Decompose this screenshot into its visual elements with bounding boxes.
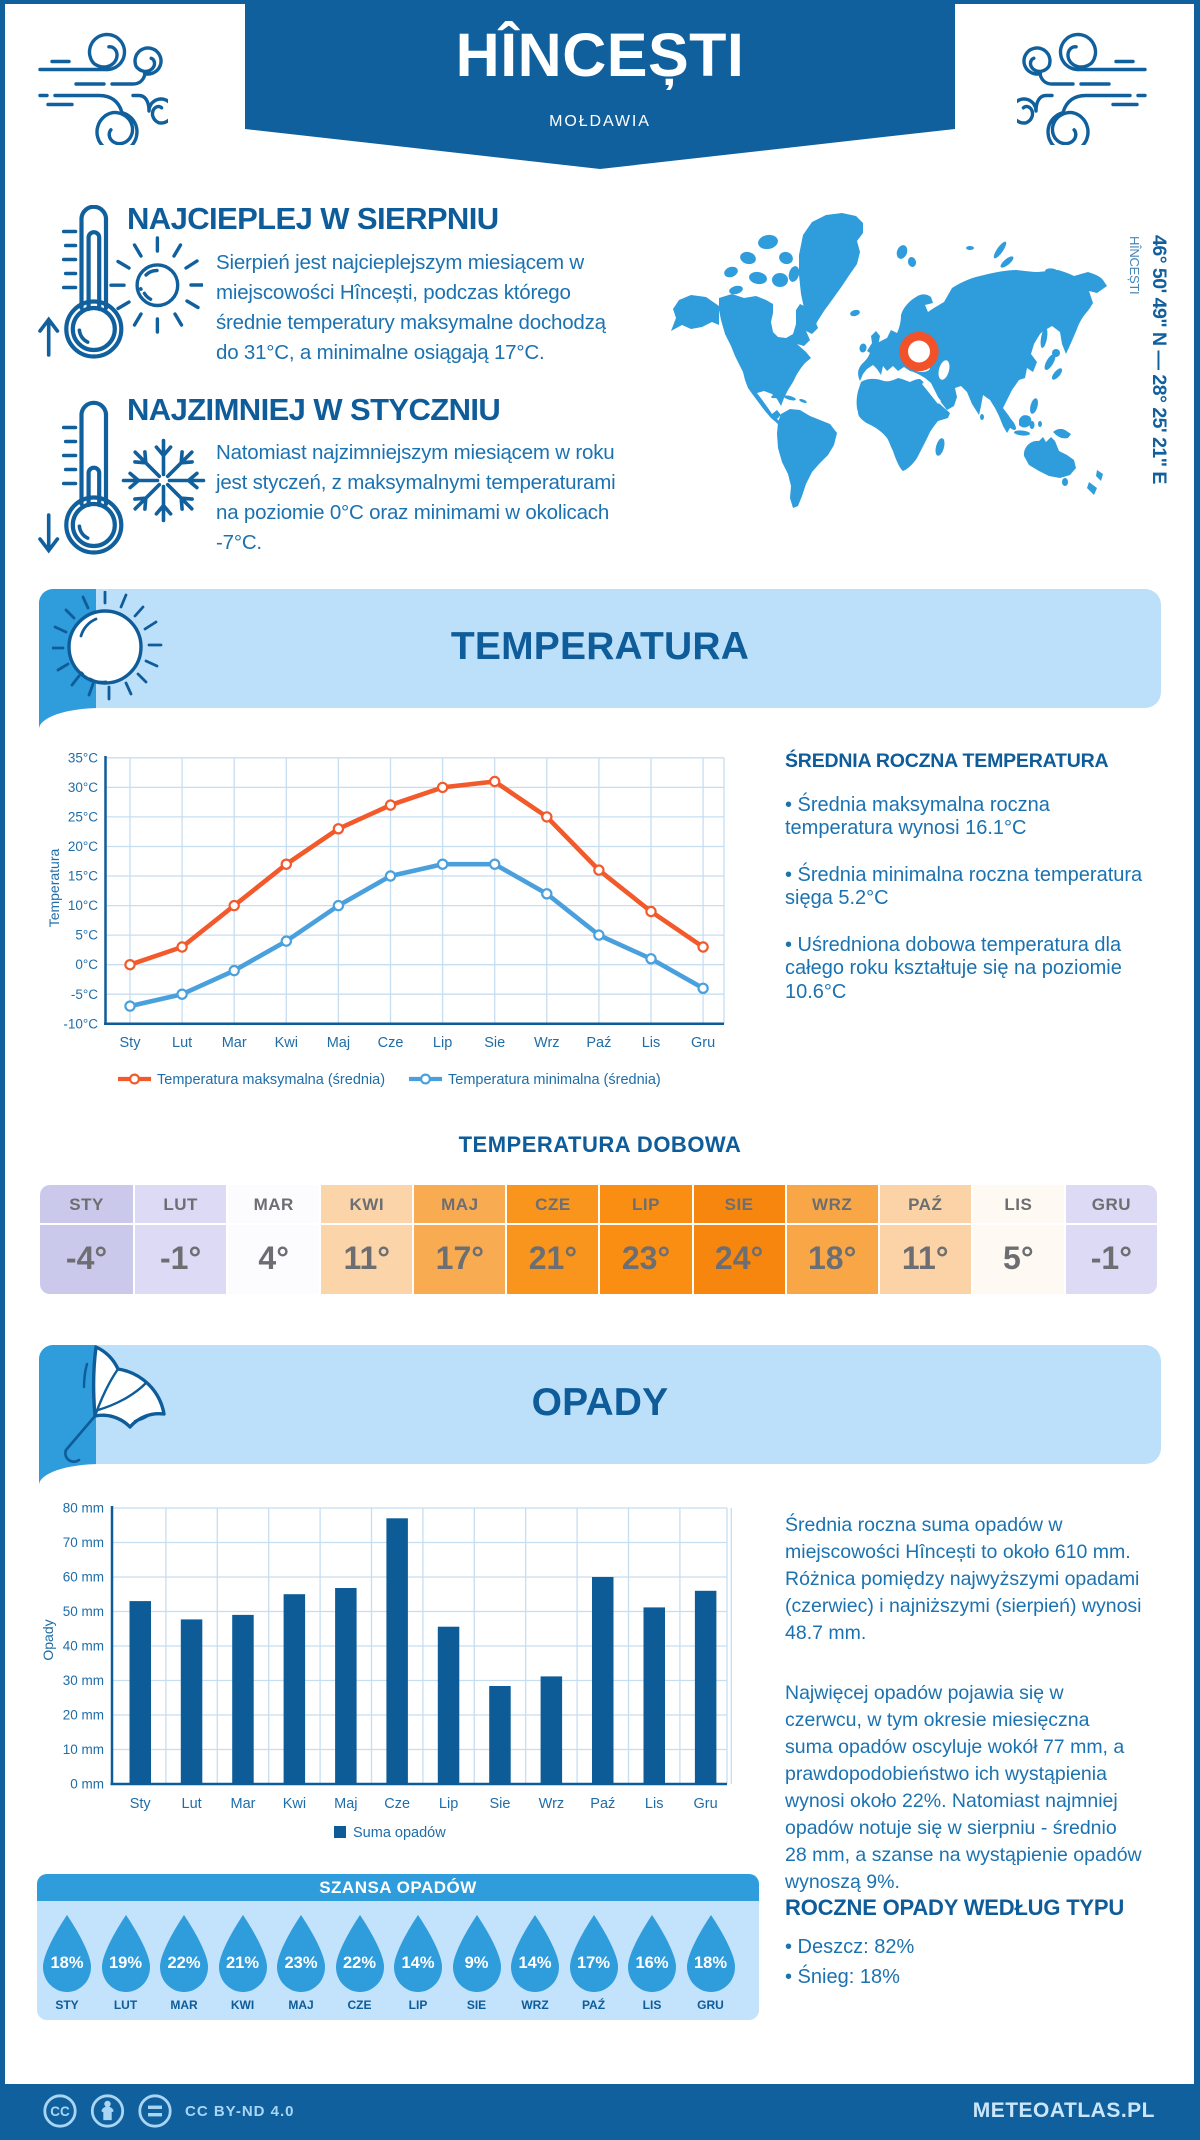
svg-text:Sie: Sie bbox=[484, 1035, 505, 1051]
svg-text:70 mm: 70 mm bbox=[63, 1535, 104, 1550]
svg-text:Lip: Lip bbox=[439, 1796, 458, 1812]
svg-text:Sie: Sie bbox=[490, 1796, 511, 1812]
svg-text:Cze: Cze bbox=[384, 1796, 410, 1812]
svg-text:Lis: Lis bbox=[645, 1796, 664, 1812]
svg-text:Lis: Lis bbox=[642, 1035, 661, 1051]
svg-text:Maj: Maj bbox=[327, 1035, 350, 1051]
svg-text:Lip: Lip bbox=[433, 1035, 452, 1051]
svg-text:Mar: Mar bbox=[231, 1796, 256, 1812]
svg-text:30°C: 30°C bbox=[68, 780, 98, 795]
svg-text:Sty: Sty bbox=[130, 1796, 152, 1812]
svg-text:Lut: Lut bbox=[172, 1035, 192, 1051]
svg-text:10 mm: 10 mm bbox=[63, 1742, 104, 1757]
svg-text:Temperatura minimalna (średnia: Temperatura minimalna (średnia) bbox=[448, 1072, 661, 1088]
svg-text:Paź: Paź bbox=[586, 1035, 611, 1051]
svg-text:Temperatura maksymalna (średni: Temperatura maksymalna (średnia) bbox=[157, 1072, 385, 1088]
svg-text:35°C: 35°C bbox=[68, 750, 98, 765]
svg-text:50 mm: 50 mm bbox=[63, 1604, 104, 1619]
svg-text:Gru: Gru bbox=[691, 1035, 715, 1051]
svg-text:80 mm: 80 mm bbox=[63, 1501, 104, 1516]
svg-text:Suma opadów: Suma opadów bbox=[353, 1825, 446, 1841]
svg-text:Sty: Sty bbox=[120, 1035, 142, 1051]
svg-text:Wrz: Wrz bbox=[539, 1796, 565, 1812]
svg-text:20 mm: 20 mm bbox=[63, 1708, 104, 1723]
svg-text:30 mm: 30 mm bbox=[63, 1673, 104, 1688]
svg-text:15°C: 15°C bbox=[68, 869, 98, 884]
svg-text:Wrz: Wrz bbox=[534, 1035, 560, 1051]
svg-text:20°C: 20°C bbox=[68, 839, 98, 854]
svg-text:40 mm: 40 mm bbox=[63, 1639, 104, 1654]
svg-text:0°C: 0°C bbox=[75, 957, 98, 972]
svg-text:60 mm: 60 mm bbox=[63, 1570, 104, 1585]
svg-text:Maj: Maj bbox=[334, 1796, 357, 1812]
svg-text:0 mm: 0 mm bbox=[70, 1777, 104, 1792]
svg-text:Gru: Gru bbox=[694, 1796, 718, 1812]
svg-text:Kwi: Kwi bbox=[283, 1796, 306, 1812]
svg-text:Paź: Paź bbox=[590, 1796, 615, 1812]
svg-text:CC: CC bbox=[50, 2104, 70, 2119]
svg-text:Cze: Cze bbox=[378, 1035, 404, 1051]
svg-text:-10°C: -10°C bbox=[63, 1016, 98, 1031]
svg-text:Mar: Mar bbox=[222, 1035, 247, 1051]
svg-text:10°C: 10°C bbox=[68, 898, 98, 913]
svg-text:Kwi: Kwi bbox=[275, 1035, 298, 1051]
svg-text:25°C: 25°C bbox=[68, 809, 98, 824]
svg-text:5°C: 5°C bbox=[75, 928, 98, 943]
svg-text:-5°C: -5°C bbox=[71, 987, 98, 1002]
svg-text:Lut: Lut bbox=[182, 1796, 202, 1812]
